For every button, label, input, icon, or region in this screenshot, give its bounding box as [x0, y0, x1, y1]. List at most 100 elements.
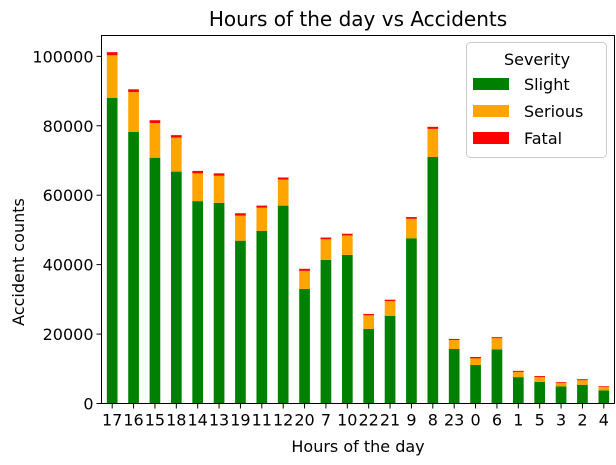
- legend-swatch-serious: [473, 105, 509, 117]
- bar-fatal-0: [470, 356, 481, 359]
- legend-label-slight: Slight: [524, 75, 570, 94]
- bar-fatal-7: [320, 237, 332, 240]
- bar-serious-5: [534, 377, 546, 382]
- bar-fatal-11: [256, 205, 268, 208]
- bar-slight-18: [170, 171, 182, 404]
- bar-fatal-8: [427, 126, 439, 129]
- bar-slight-9: [406, 238, 417, 404]
- legend-items: Slight Serious Fatal: [473, 75, 583, 148]
- x-tick-label: 13: [209, 411, 229, 430]
- bar-serious-2: [577, 380, 588, 385]
- bar-serious-3: [555, 382, 567, 387]
- plot-frame: [101, 35, 615, 404]
- bar-fatal-9: [406, 217, 417, 219]
- bar-fatal-22: [363, 313, 375, 316]
- bar-fatal-18: [170, 135, 182, 138]
- bar-fatal-16: [128, 89, 139, 93]
- bar-fatal-12: [277, 177, 289, 180]
- x-axis-ticks: 17 16 15 18 14 13 19 11 12 20 7 10 22 21 9 8 23 0 6 1 5 3 2 4: [102, 403, 609, 430]
- bar-slight-10: [341, 254, 353, 404]
- bar-fatal-19: [235, 213, 246, 216]
- bar-serious-12: [277, 179, 289, 206]
- bar-serious-16: [128, 92, 139, 133]
- bar-slight-2: [577, 384, 588, 404]
- legend-swatch-slight: [473, 78, 509, 90]
- bar-serious-20: [299, 270, 310, 289]
- bar-fatal-21: [384, 299, 396, 302]
- y-axis-label: Accident counts: [9, 198, 28, 326]
- x-tick-label: 22: [359, 411, 379, 430]
- y-tick-label: 100000: [32, 47, 93, 66]
- bar-slight-15: [149, 157, 161, 404]
- bar-serious-8: [427, 128, 439, 158]
- bar-slight-0: [470, 364, 481, 404]
- bar-slight-8: [427, 157, 439, 404]
- bar-slight-1: [512, 377, 524, 404]
- x-tick-label: 11: [252, 411, 272, 430]
- bar-serious-7: [320, 239, 332, 260]
- x-tick-label: 14: [188, 411, 208, 430]
- bar-serious-9: [406, 218, 417, 239]
- x-tick-label: 20: [294, 411, 314, 430]
- x-tick-label: 3: [556, 411, 566, 430]
- bar-slight-3: [555, 386, 567, 404]
- y-tick-label: 20000: [43, 325, 94, 344]
- bar-serious-18: [170, 137, 182, 172]
- bar-slight-22: [363, 328, 375, 404]
- bar-slight-12: [277, 205, 289, 404]
- x-tick-label: 5: [535, 411, 545, 430]
- x-tick-label: 16: [123, 411, 143, 430]
- y-tick-label: 0: [83, 395, 93, 414]
- bar-fatal-5: [534, 376, 546, 378]
- bar-slight-11: [256, 230, 268, 404]
- bar-serious-1: [512, 371, 524, 378]
- x-tick-label: 9: [406, 411, 416, 430]
- bar-fatal-3: [555, 381, 567, 383]
- x-tick-label: 0: [470, 411, 480, 430]
- bar-slight-16: [128, 132, 139, 404]
- bar-fatal-2: [577, 379, 588, 381]
- bar-serious-6: [491, 338, 503, 350]
- bar-serious-13: [213, 175, 225, 203]
- bar-slight-4: [598, 390, 610, 404]
- x-tick-label: 1: [513, 411, 523, 430]
- x-tick-label: 19: [230, 411, 250, 430]
- legend-swatch-fatal: [473, 132, 509, 144]
- bar-slight-7: [320, 259, 332, 404]
- x-tick-label: 21: [380, 411, 400, 430]
- x-tick-label: 12: [273, 411, 293, 430]
- bar-serious-4: [598, 386, 610, 391]
- bar-group: [106, 52, 610, 404]
- bar-slight-17: [106, 97, 118, 404]
- bar-fatal-23: [448, 338, 460, 340]
- x-axis-label: Hours of the day: [291, 437, 424, 456]
- bar-fatal-10: [341, 233, 353, 236]
- bar-fatal-1: [512, 370, 524, 372]
- x-tick-label: 8: [428, 411, 438, 430]
- legend: Severity Slight Serious Fatal: [466, 42, 607, 158]
- x-tick-label: 15: [145, 411, 165, 430]
- bar-fatal-15: [149, 120, 161, 123]
- x-tick-label: 23: [444, 411, 464, 430]
- bar-slight-20: [299, 288, 310, 404]
- legend-box: [466, 42, 607, 158]
- bar-fatal-4: [598, 386, 610, 387]
- y-tick-label: 40000: [43, 256, 94, 275]
- bar-serious-0: [470, 358, 481, 365]
- x-tick-label: 10: [337, 411, 357, 430]
- bar-serious-21: [384, 301, 396, 317]
- bar-serious-14: [192, 173, 204, 202]
- x-tick-label: 2: [577, 411, 587, 430]
- legend-label-serious: Serious: [524, 102, 583, 121]
- y-tick-label: 60000: [43, 186, 94, 205]
- x-tick-label: 17: [102, 411, 122, 430]
- bar-fatal-6: [491, 337, 503, 339]
- bar-slight-14: [192, 201, 204, 404]
- legend-title: Severity: [504, 50, 570, 69]
- bar-slight-21: [384, 316, 396, 404]
- bar-slight-6: [491, 349, 503, 404]
- bar-slight-23: [448, 348, 460, 404]
- bar-fatal-17: [106, 52, 118, 56]
- y-tick-label: 80000: [43, 117, 94, 136]
